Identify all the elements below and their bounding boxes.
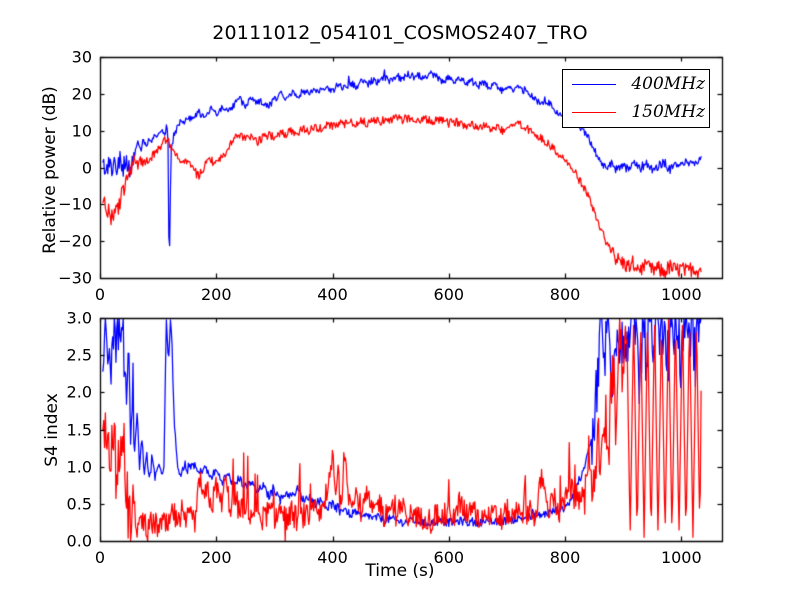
x-tick-label: 400 xyxy=(317,285,348,304)
x-tick-label: 800 xyxy=(549,548,581,567)
y-tick-label: −30 xyxy=(58,268,92,288)
x-tick-label: 200 xyxy=(200,285,232,304)
legend-swatch-400mhz xyxy=(572,84,616,85)
x-tick-label: 600 xyxy=(433,548,465,567)
x-tick-label: 400 xyxy=(317,548,348,567)
y-tick-label: −20 xyxy=(58,231,92,251)
x-tick-label: 1000 xyxy=(660,548,702,567)
y-tick-label: 0 xyxy=(81,158,92,177)
y-tick-label: 2.0 xyxy=(66,382,92,402)
legend-entry-150mhz: 150MHz xyxy=(563,99,711,127)
chart-title: 20111012_054101_COSMOS2407_TRO xyxy=(212,22,588,44)
y-tick-label: 2.5 xyxy=(66,345,92,365)
y-tick-label: 1.0 xyxy=(66,457,92,477)
x-tick-label: 0 xyxy=(94,285,106,304)
y-tick-label: 3.0 xyxy=(66,308,92,328)
x-tick-label: 0 xyxy=(94,548,106,567)
x-tick-label: 1000 xyxy=(660,285,702,304)
y-tick-label: 0.0 xyxy=(66,531,92,551)
bottom-panel-x-axis-label: Time (s) xyxy=(365,561,435,581)
y-tick-label: 30 xyxy=(71,47,92,67)
y-tick-label: −10 xyxy=(58,194,92,214)
y-tick-label: 10 xyxy=(71,121,92,141)
y-tick-label: 0.5 xyxy=(66,494,92,514)
legend-entry-400mhz: 400MHz xyxy=(563,71,711,99)
legend: 400MHz 150MHz xyxy=(562,69,710,128)
legend-label-400mhz: 400MHz xyxy=(631,74,705,94)
x-tick-label: 600 xyxy=(433,285,465,304)
x-tick-label: 800 xyxy=(549,285,581,304)
legend-label-150mhz: 150MHz xyxy=(631,102,705,122)
y-tick-label: 1.5 xyxy=(66,420,92,439)
y-tick-label: 20 xyxy=(71,84,92,104)
x-tick-label: 200 xyxy=(200,548,232,567)
legend-swatch-150mhz xyxy=(572,112,616,113)
